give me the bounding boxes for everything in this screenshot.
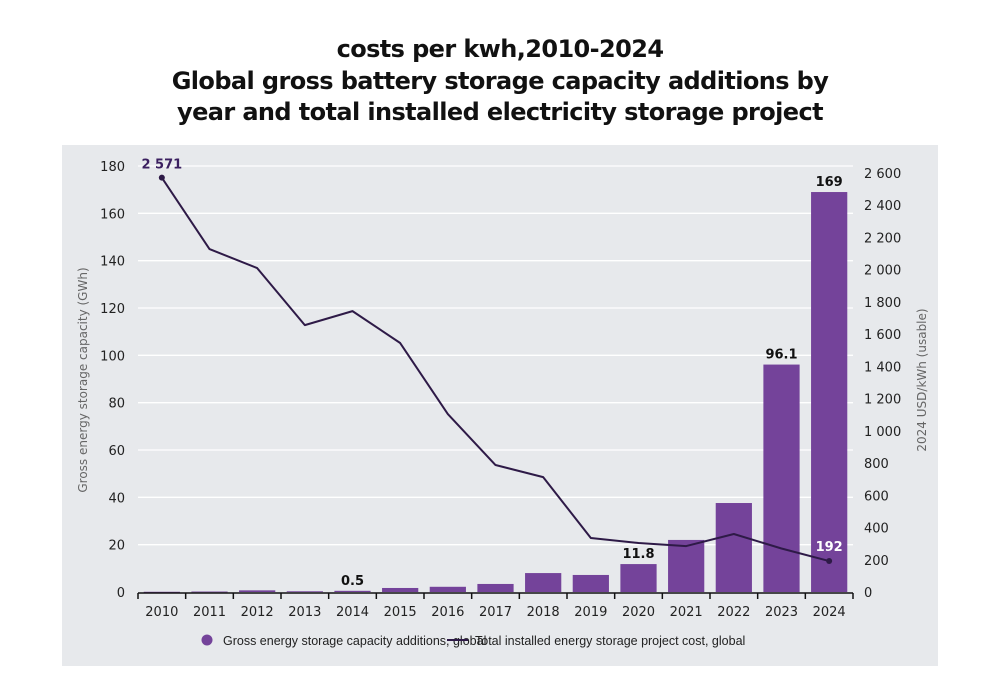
- y-tick-label: 100: [100, 349, 125, 364]
- chart-title-line-1: costs per kwh,2010-2024: [336, 35, 664, 63]
- line-point-2024: [826, 558, 833, 565]
- data-labels: 0.5 11.8 96.1 169 2 571 192: [141, 158, 842, 589]
- y-tick-label: 180: [100, 160, 125, 175]
- bar-value-label: 0.5: [341, 574, 364, 589]
- bar-2014: [334, 590, 371, 592]
- bar-2016: [429, 586, 466, 592]
- legend-bar-swatch: [201, 634, 213, 646]
- line-series: [158, 174, 833, 565]
- y2-tick-label: 1 200: [864, 393, 901, 408]
- bar-2019: [572, 574, 609, 592]
- legend-line-label: Total installed energy storage project c…: [475, 634, 745, 648]
- y2-tick-label: 2 600: [864, 167, 901, 182]
- y-tick-label: 40: [108, 491, 125, 506]
- y2-tick-label: 2 200: [864, 231, 901, 246]
- gridlines: [138, 165, 853, 546]
- chart-title-line-2: Global gross battery storage capacity ad…: [171, 67, 829, 95]
- y2-tick-label: 600: [864, 489, 889, 504]
- y-axis-left: 0 20 40 60 80 100 120 140 160 180: [100, 160, 125, 601]
- x-tick-label: 2024: [813, 605, 846, 620]
- legend: Gross energy storage capacity additions,…: [201, 634, 745, 648]
- y-tick-label: 20: [108, 539, 125, 554]
- x-tick-label: 2014: [336, 605, 369, 620]
- bar-2011: [191, 591, 228, 593]
- x-tick-label: 2015: [384, 605, 417, 620]
- y2-tick-label: 0: [864, 586, 872, 601]
- y2-tick-label: 1 400: [864, 360, 901, 375]
- bar-2013: [286, 591, 323, 593]
- y-axis-right-label: 2024 USD/kWh (usable): [915, 308, 929, 451]
- y2-tick-label: 1 600: [864, 328, 901, 343]
- x-tick-label: 2013: [288, 605, 321, 620]
- bar-2015: [382, 587, 419, 592]
- x-axis: 2010 2011 2012 2013 2014 2015 2016 2017 2018 2019…: [137, 592, 854, 620]
- y2-tick-label: 2 400: [864, 199, 901, 214]
- bar-2012: [239, 590, 276, 592]
- bar-value-label: 169: [816, 175, 843, 190]
- bar-2017: [477, 583, 514, 592]
- x-tick-label: 2012: [241, 605, 274, 620]
- y2-tick-label: 800: [864, 457, 889, 472]
- bar-2024: [811, 192, 848, 593]
- line-value-label: 2 571: [141, 158, 182, 173]
- x-tick-label: 2021: [670, 605, 703, 620]
- bar-2010: [143, 591, 180, 593]
- x-tick-label: 2023: [765, 605, 798, 620]
- bar-value-label: 11.8: [622, 547, 654, 562]
- line-point-2010: [158, 174, 165, 181]
- bar-2022: [715, 503, 752, 592]
- bar-2018: [525, 573, 562, 592]
- x-tick-label: 2018: [527, 605, 560, 620]
- line-value-label: 192: [816, 540, 843, 555]
- bar-2023: [763, 364, 800, 592]
- bar-series: [143, 192, 848, 593]
- y-tick-label: 0: [117, 586, 125, 601]
- bar-2020: [620, 564, 657, 592]
- x-tick-label: 2017: [479, 605, 512, 620]
- y-tick-label: 60: [108, 444, 125, 459]
- y-tick-label: 80: [108, 397, 125, 412]
- y-tick-label: 160: [100, 207, 125, 222]
- y-axis-right: 0 200 400 600 800 1 000 1 200 1 400 1 600 1 800 2 …: [864, 167, 901, 601]
- x-tick-label: 2022: [717, 605, 750, 620]
- y-tick-label: 120: [100, 302, 125, 317]
- x-tick-label: 2019: [574, 605, 607, 620]
- y2-tick-label: 2 000: [864, 264, 901, 279]
- y2-tick-label: 1 800: [864, 296, 901, 311]
- y2-tick-label: 200: [864, 554, 889, 569]
- bar-2021: [668, 539, 705, 592]
- x-tick-label: 2011: [193, 605, 226, 620]
- y-axis-left-label: Gross energy storage capacity (GWh): [76, 267, 90, 492]
- x-tick-label: 2020: [622, 605, 655, 620]
- x-tick-label: 2016: [431, 605, 464, 620]
- y2-tick-label: 400: [864, 522, 889, 537]
- y2-tick-label: 1 000: [864, 425, 901, 440]
- chart-title-line-3: year and total installed electricity sto…: [177, 98, 824, 126]
- legend-bar-label: Gross energy storage capacity additions,…: [223, 634, 486, 648]
- cost-line: [161, 177, 830, 563]
- y-tick-label: 140: [100, 255, 125, 270]
- x-tick-label: 2010: [145, 605, 178, 620]
- bar-value-label: 96.1: [765, 348, 797, 363]
